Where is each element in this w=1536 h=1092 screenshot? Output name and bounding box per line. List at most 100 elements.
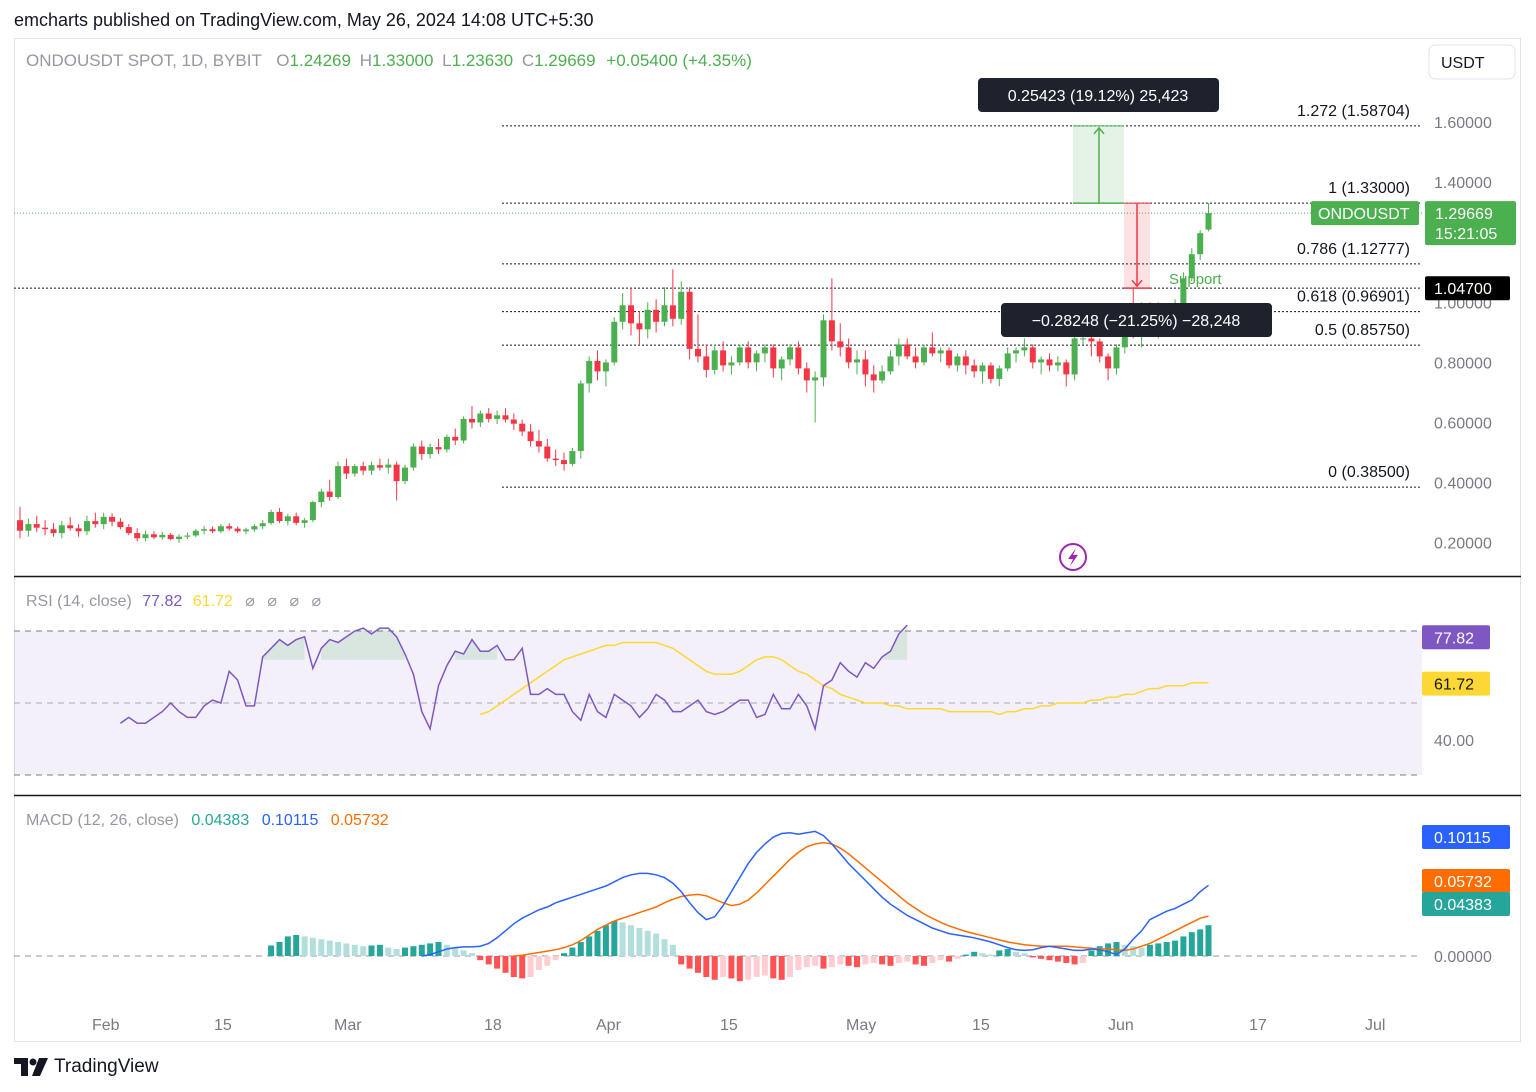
macd-hist-bar (1172, 940, 1179, 956)
time-label-jun: Jun (1108, 1017, 1134, 1034)
candle (745, 341, 752, 369)
time-axis[interactable]: Feb 15 Mar 18 Apr 15 May 15 Jun 17 Jul (92, 1017, 1385, 1034)
price-axis[interactable]: 1.600001.400001.000000.800000.600000.400… (1434, 115, 1492, 553)
lightning-icon[interactable] (1059, 543, 1087, 571)
fib-label: 1 (1.33000) (1328, 180, 1410, 197)
candle (736, 344, 743, 366)
macd-hist-bar (887, 956, 894, 966)
macd-hist-bar (946, 956, 953, 962)
macd-hist-bar (1138, 947, 1145, 956)
candle (828, 278, 835, 351)
macd-hist-bar (602, 925, 609, 956)
macd-hist-bar (862, 956, 869, 965)
candle (351, 464, 358, 477)
price-tick: 1.60000 (1434, 115, 1492, 132)
macd-hist-bar (1163, 942, 1170, 956)
candle (276, 508, 283, 524)
fib-levels[interactable]: 1.272 (1.58704) 1 (1.33000) 0.786 (1.12777… (502, 103, 1422, 488)
change-value: +0.05400 (+4.35%) (606, 51, 752, 70)
currency-button[interactable] (1428, 44, 1516, 80)
macd-hist-bar (661, 939, 668, 956)
tradingview-logo-icon (14, 1058, 48, 1076)
candle (368, 461, 375, 476)
candle (803, 362, 810, 393)
candle (326, 479, 333, 501)
candle (1188, 248, 1195, 282)
candle (418, 440, 425, 461)
main-legend[interactable]: ONDOUSDT SPOT, 1D, BYBIT O1.24269 H1.330… (26, 51, 752, 70)
time-label-apr-15: 15 (720, 1017, 738, 1034)
macd-hist-bar (569, 947, 576, 956)
candle (494, 410, 501, 424)
candle (644, 302, 651, 339)
measure-down[interactable] (1124, 202, 1150, 289)
macd-hist-bar (1046, 956, 1053, 961)
macd-hist-bar (812, 956, 819, 966)
candle (845, 338, 852, 369)
price-tick: 0.20000 (1434, 536, 1492, 553)
macd-hist-bar (1038, 956, 1045, 959)
rsi-overbought-fill (262, 625, 908, 660)
low-value: 1.23630 (452, 51, 513, 70)
macd-hist-bar (996, 950, 1003, 956)
macd-hist-bar (318, 939, 325, 956)
rsi-title: RSI (14, close) (26, 593, 132, 610)
open-label: O (276, 51, 289, 70)
macd-hist-bar (820, 956, 827, 969)
macd-hist-bar (937, 956, 944, 961)
candle (243, 527, 249, 535)
price-tick: 1.40000 (1434, 175, 1492, 192)
candle (1063, 359, 1070, 387)
macd-hist-bar (293, 935, 300, 956)
time-label-may: May (846, 1017, 876, 1034)
rsi-legend[interactable]: RSI (14, close) 77.82 61.72 ⌀ ⌀ ⌀ ⌀ (26, 593, 322, 610)
time-label-feb-15: 15 (214, 1017, 232, 1034)
candle (895, 338, 902, 366)
macd-hist-bar (644, 930, 651, 956)
candle (17, 506, 23, 539)
macd-hist-bar (803, 956, 810, 968)
macd-hist-bar (1155, 943, 1162, 956)
candle (996, 365, 1003, 387)
candle (477, 410, 484, 427)
macd-histogram (268, 921, 1212, 982)
candle (678, 281, 685, 325)
macd-hist-bar (1004, 949, 1011, 956)
candle (728, 356, 735, 375)
signal-legend-value: 0.05732 (331, 812, 389, 829)
macd-hist-bar (669, 944, 676, 956)
macd-hist-bar (469, 953, 475, 956)
rsi-extra-4: ⌀ (312, 593, 322, 610)
symbol-tag (1311, 201, 1419, 226)
candle (519, 419, 526, 436)
candle (577, 380, 584, 459)
candle (159, 531, 166, 540)
candle (435, 439, 442, 455)
fib-label: 0 (0.38500) (1328, 464, 1410, 481)
candle (443, 434, 450, 453)
candle (912, 347, 919, 369)
chart-frame (14, 38, 1521, 1042)
macd-hist-bar (971, 951, 978, 956)
rsi-tag-text: 77.82 (1434, 630, 1474, 647)
macd-hist-bar (535, 956, 542, 970)
rsi-line (119, 624, 908, 732)
measure-up[interactable]: 0.25423 (19.12%) 25,423 (978, 78, 1219, 204)
candle (469, 406, 475, 429)
candle (259, 520, 266, 530)
macd-hist-bar (837, 956, 844, 965)
macd-hist-bar (770, 956, 777, 979)
tradingview-brand[interactable]: TradingView (14, 1056, 159, 1078)
candle (761, 344, 768, 363)
rsi-ma-legend-value: 61.72 (193, 593, 233, 610)
macd-hist-bar (418, 944, 425, 956)
macd-legend[interactable]: MACD (12, 26, close) 0.04383 0.10115 0.0… (26, 812, 389, 829)
price-tag-text: 1.29669 (1435, 206, 1493, 223)
last-price-tag: ONDOUSDT 1.29669 15:21:05 (1311, 201, 1516, 246)
symbol-info: ONDOUSDT SPOT, 1D, BYBIT (26, 51, 262, 70)
candle (1113, 344, 1120, 375)
rsi-ma-value-tag: 61.72 (1422, 671, 1490, 696)
macd-hist-bar (921, 956, 927, 966)
close-value: 1.29669 (534, 51, 595, 70)
